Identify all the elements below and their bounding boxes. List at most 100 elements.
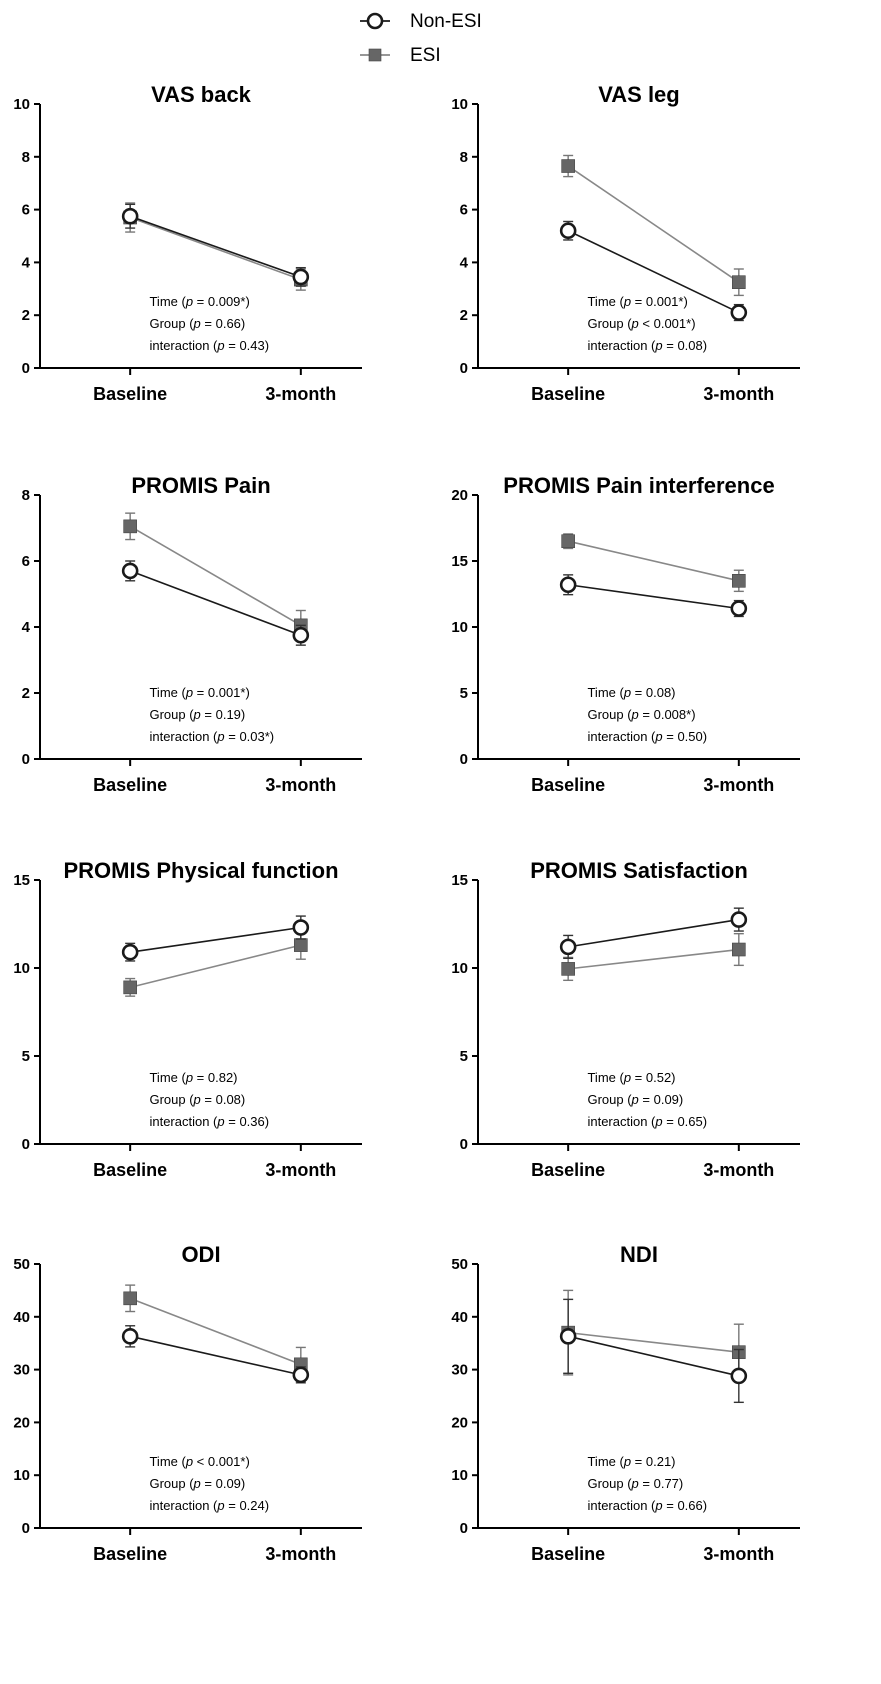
y-tick-label: 8 bbox=[460, 149, 468, 166]
stats-p-symbol: p bbox=[216, 338, 224, 353]
chart-panel-promis-pain: PROMIS Pain 0 2 4 6 8 Baseline 3-month Time (p =… bbox=[0, 461, 372, 812]
stats-p-symbol: p bbox=[631, 707, 639, 722]
stats-prefix: Time ( bbox=[587, 685, 624, 700]
y-tick-label: 10 bbox=[13, 960, 30, 977]
stats-p-symbol: p bbox=[623, 1070, 631, 1085]
y-tick-label: 2 bbox=[22, 307, 30, 324]
stats-p-symbol: p bbox=[185, 1454, 193, 1469]
chart-panel-promis-pain-interference: PROMIS Pain interference 0 5 10 15 20 Baseline… bbox=[438, 461, 810, 812]
data-point-non-esi bbox=[292, 268, 310, 286]
stats-p-symbol: p bbox=[185, 685, 193, 700]
y-tick-label: 30 bbox=[13, 1362, 30, 1379]
stats-prefix: interaction ( bbox=[149, 338, 218, 353]
stats-line: Group (p = 0.19) bbox=[149, 707, 245, 722]
x-tick-label-baseline: Baseline bbox=[93, 1544, 167, 1564]
stats-prefix: Time ( bbox=[149, 294, 186, 309]
chart-title: PROMIS Pain interference bbox=[503, 473, 774, 498]
stats-prefix: Group ( bbox=[587, 316, 632, 331]
stats-p-symbol: p bbox=[185, 294, 193, 309]
data-point-non-esi bbox=[292, 626, 310, 644]
stats-value: = 0.08) bbox=[631, 685, 675, 700]
stats-p-symbol: p bbox=[623, 685, 631, 700]
stats-p-symbol: p bbox=[623, 1454, 631, 1469]
legend-svg: Non-ESI ESI bbox=[360, 11, 482, 66]
x-tick-label-baseline: Baseline bbox=[531, 775, 605, 795]
stats-p-symbol: p bbox=[216, 1114, 224, 1129]
stats-prefix: Group ( bbox=[149, 1092, 194, 1107]
data-point-esi bbox=[123, 980, 137, 995]
chart-legend: Non-ESI ESI bbox=[360, 6, 540, 70]
stats-line: interaction (p = 0.43) bbox=[149, 338, 269, 353]
chart-panel-vas-leg: VAS leg 0 2 4 6 8 10 Baseline 3-month Time (p = 0… bbox=[438, 70, 810, 421]
y-tick-label: 6 bbox=[22, 202, 30, 219]
stats-prefix: Group ( bbox=[149, 707, 194, 722]
data-point-non-esi bbox=[559, 576, 577, 594]
data-point-esi bbox=[732, 574, 746, 588]
x-tick-label-baseline: Baseline bbox=[531, 1544, 605, 1564]
stats-value: = 0.77) bbox=[639, 1476, 683, 1491]
data-point-non-esi bbox=[730, 1367, 748, 1385]
data-point-non-esi bbox=[121, 562, 139, 580]
chart-panel-promis-satisfaction: PROMIS Satisfaction 0 5 10 15 Baseline 3-month… bbox=[438, 846, 810, 1197]
stats-p-symbol: p bbox=[631, 1092, 639, 1107]
x-tick-label-3-month: 3-month bbox=[703, 384, 774, 404]
data-point-esi bbox=[732, 275, 746, 289]
chart-panel-ndi: NDI 0 10 20 30 40 50 Baseline 3-month Time (p = 0… bbox=[438, 1230, 810, 1581]
y-tick-label: 8 bbox=[22, 487, 30, 504]
stats-line: Group (p = 0.66) bbox=[149, 316, 245, 331]
y-tick-label: 4 bbox=[22, 254, 31, 271]
stats-prefix: Time ( bbox=[587, 294, 624, 309]
stats-value: = 0.009*) bbox=[193, 294, 250, 309]
series-line-esi bbox=[568, 948, 739, 970]
stats-value: = 0.43) bbox=[225, 338, 269, 353]
stats-prefix: Group ( bbox=[587, 1092, 632, 1107]
chart-title: ODI bbox=[181, 1242, 220, 1267]
chart-title: PROMIS Physical function bbox=[63, 858, 338, 883]
series-line-non-esi bbox=[129, 215, 302, 278]
chart-title: VAS leg bbox=[598, 82, 680, 107]
y-tick-label: 2 bbox=[22, 685, 30, 702]
stats-value: = 0.08) bbox=[663, 338, 707, 353]
series-line-non-esi bbox=[567, 229, 740, 314]
y-tick-label: 0 bbox=[22, 1136, 30, 1153]
y-tick-label: 0 bbox=[460, 751, 468, 768]
y-tick-label: 0 bbox=[22, 360, 30, 377]
stats-prefix: Time ( bbox=[149, 1454, 186, 1469]
y-tick-label: 30 bbox=[451, 1362, 468, 1379]
y-tick-label: 50 bbox=[451, 1256, 468, 1273]
series-line-esi bbox=[129, 216, 302, 281]
stats-line: interaction (p = 0.65) bbox=[587, 1114, 707, 1129]
data-point-non-esi bbox=[121, 943, 139, 961]
stats-p-symbol: p bbox=[216, 729, 224, 744]
stats-p-symbol: p bbox=[654, 338, 662, 353]
stats-p-symbol: p bbox=[631, 316, 639, 331]
data-point-non-esi bbox=[730, 600, 748, 617]
y-tick-label: 15 bbox=[451, 872, 468, 889]
stats-value: = 0.09) bbox=[201, 1476, 245, 1491]
stats-value: = 0.19) bbox=[201, 707, 245, 722]
data-point-non-esi bbox=[121, 1328, 139, 1345]
data-point-esi bbox=[561, 962, 575, 976]
y-tick-label: 6 bbox=[460, 202, 468, 219]
data-point-non-esi bbox=[559, 222, 577, 240]
x-tick-label-3-month: 3-month bbox=[265, 1160, 336, 1180]
stats-value: = 0.008*) bbox=[639, 707, 696, 722]
stats-prefix: Group ( bbox=[149, 1476, 194, 1491]
series-line-non-esi bbox=[129, 1335, 301, 1376]
stats-value: = 0.66) bbox=[201, 316, 245, 331]
stats-prefix: interaction ( bbox=[587, 1114, 656, 1129]
stats-line: Time (p = 0.52) bbox=[587, 1070, 675, 1085]
data-point-non-esi bbox=[730, 911, 748, 928]
x-tick-label-baseline: Baseline bbox=[93, 775, 167, 795]
x-tick-label-3-month: 3-month bbox=[703, 775, 774, 795]
y-tick-label: 10 bbox=[451, 1467, 468, 1484]
stats-value: = 0.65) bbox=[663, 1114, 707, 1129]
stats-line: interaction (p = 0.36) bbox=[149, 1114, 269, 1129]
legend-marker-esi bbox=[368, 48, 382, 62]
series-line-esi bbox=[129, 944, 302, 989]
y-tick-label: 10 bbox=[13, 96, 30, 113]
y-tick-label: 0 bbox=[22, 1520, 30, 1537]
y-tick-label: 6 bbox=[22, 553, 30, 570]
data-point-esi bbox=[123, 519, 137, 534]
